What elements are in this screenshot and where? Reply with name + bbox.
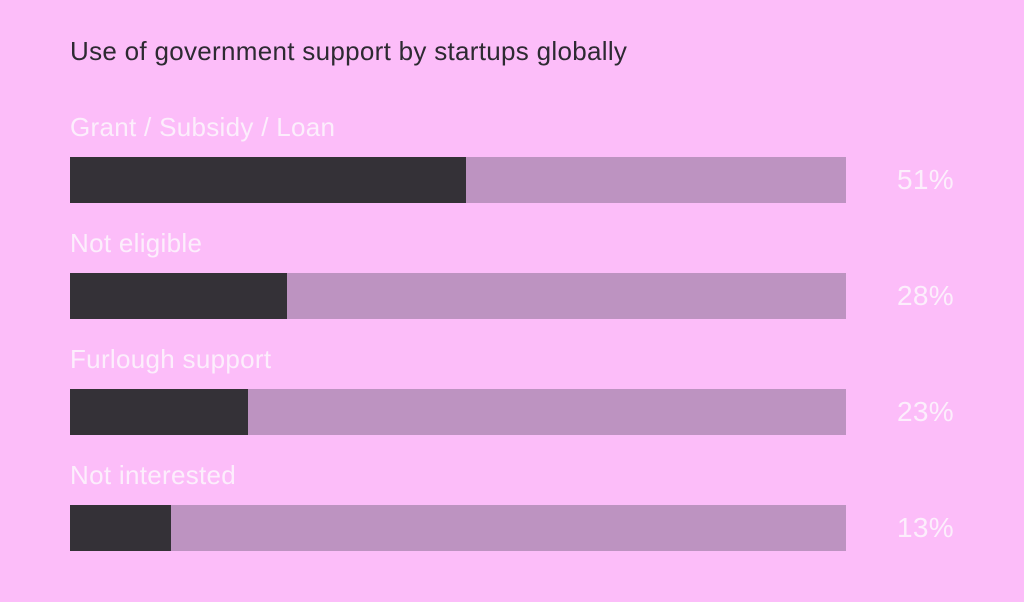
bar-row-not-eligible: Not eligible 28% [70,228,1024,320]
bar-row-furlough-support: Furlough support 23% [70,344,1024,436]
bar-category-label: Furlough support [70,344,272,374]
bar-value-label: 28% [897,280,954,311]
bar-value-label: 51% [897,164,954,195]
bar-value-label: 13% [897,512,954,543]
bar-fill [70,505,171,551]
bar-category-label: Grant / Subsidy / Loan [70,112,336,142]
bar-row-grant-subsidy-loan: Grant / Subsidy / Loan 51% [70,112,1024,204]
bar-fill [70,389,249,435]
bar-fill [70,273,288,319]
bar-fill [70,157,466,203]
bar-category-label: Not eligible [70,228,203,258]
bar-category-label: Not interested [70,460,237,490]
chart-title: Use of government support by startups gl… [70,36,628,66]
bar-track [70,389,846,435]
bar-track [70,273,846,319]
bar-track [70,157,846,203]
bar-row-not-interested: Not interested 13% [70,460,1024,552]
bar-track [70,505,846,551]
bar-value-label: 23% [897,396,954,427]
